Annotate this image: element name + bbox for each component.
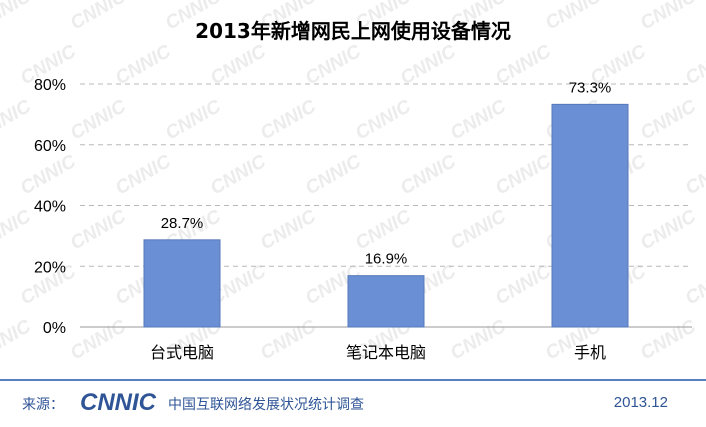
watermark-text: CNNIC [682,151,706,199]
value-label-0: 28.7% [161,215,204,232]
watermark-text: CNNIC [257,206,320,254]
watermark-text: CNNIC [207,151,270,199]
y-axis-ticks: 0% 20% 40% 60% 80% [34,77,66,337]
watermark-text: CNNIC [302,41,365,89]
cnnic-logo: CNNIC [80,389,157,414]
footer: 来源： CNNIC 中国互联网络发展状况统计调查 2013.12 [0,376,706,427]
watermark-text: CNNIC [397,151,460,199]
watermark-text: CNNIC [302,151,365,199]
source-label: 来源： [22,397,64,413]
watermark-text: CNNIC [67,96,130,144]
category-labels: 台式电脑 笔记本电脑 手机 [150,343,606,362]
watermark-text: CNNIC [637,96,700,144]
watermark-text: CNNIC [207,41,270,89]
watermark-text: CNNIC [162,96,225,144]
watermark-text: CNNIC [352,206,415,254]
y-tick-label: 40% [34,199,66,216]
watermark-text: CNNIC [112,41,175,89]
y-tick-label: 20% [34,259,66,276]
watermark-text: CNNIC [637,206,700,254]
watermark-text: CNNIC [0,206,35,254]
watermark-text: CNNIC [682,261,706,309]
watermark-text: CNNIC [257,316,320,364]
watermark-text: CNNIC [67,206,130,254]
watermark-text: CNNIC [682,41,706,89]
watermark-text: CNNIC [257,96,320,144]
bar-1 [347,275,425,328]
report-name: 中国互联网络发展状况统计调查 [168,397,364,413]
y-tick-label: 80% [34,77,66,94]
watermark-text: CNNIC [492,151,555,199]
bar-chart: CNNIC CNNIC CNNIC CNNIC CNNIC CNNIC CNNIC CNNIC… [0,0,706,364]
watermark-text: CNNIC [542,0,605,34]
category-label-0: 台式电脑 [150,343,214,362]
watermark-text: CNNIC [17,151,80,199]
logo-text: CNNIC [80,389,157,414]
watermark-text: CNNIC [447,206,510,254]
value-label-2: 73.3% [569,79,612,96]
bar-2 [551,103,629,328]
watermark-text: CNNIC [67,0,130,34]
watermark-text: CNNIC [447,316,510,364]
watermark-text: CNNIC [67,316,130,364]
watermark-text: CNNIC [492,261,555,309]
watermark-text: CNNIC [637,0,700,34]
watermark-text: CNNIC [0,0,35,34]
watermark-text: CNNIC [447,96,510,144]
bar-0 [143,239,221,328]
y-tick-label: 60% [34,138,66,155]
report-date: 2013.12 [613,394,668,411]
footer-divider [0,379,706,381]
watermark-text: CNNIC [0,316,35,364]
watermark-text: CNNIC [112,151,175,199]
watermark-text: CNNIC [352,96,415,144]
y-tick-label: 0% [43,320,66,337]
category-label-2: 手机 [574,343,606,362]
watermark-text: CNNIC [637,316,700,364]
category-label-1: 笔记本电脑 [346,343,426,362]
value-labels: 28.7% 16.9% 73.3% [161,79,612,267]
bars [143,103,629,328]
chart-title: 2013年新增网民上网使用设备情况 [195,19,511,43]
value-label-1: 16.9% [365,251,408,268]
watermark-text: CNNIC [492,41,555,89]
watermark-text: CNNIC [0,96,35,144]
watermark-text: CNNIC [397,41,460,89]
